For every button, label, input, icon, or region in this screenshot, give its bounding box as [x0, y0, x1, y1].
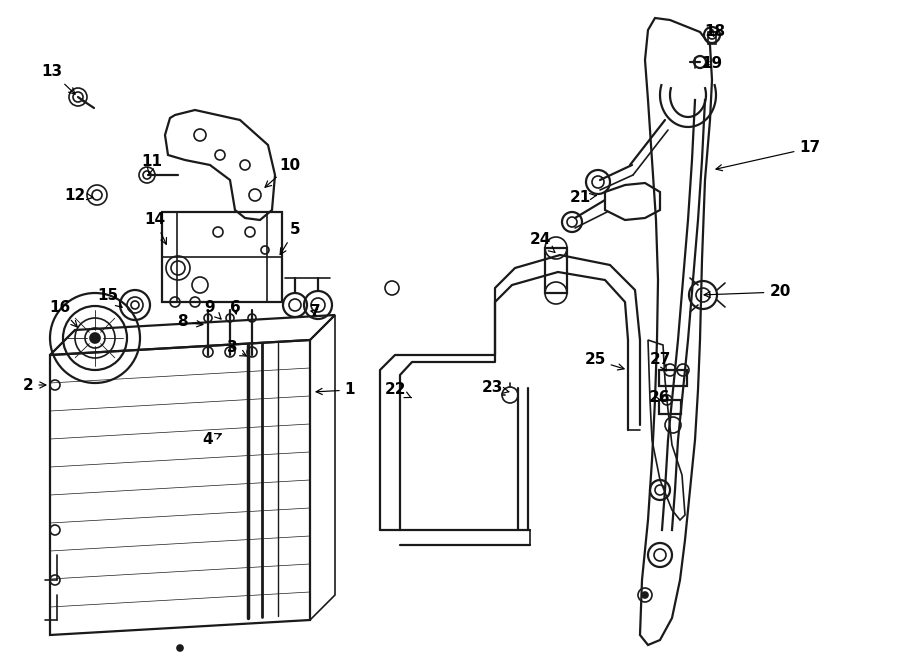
Text: 3: 3 — [227, 340, 247, 356]
Bar — [708, 32, 716, 44]
Text: 21: 21 — [570, 190, 597, 206]
Circle shape — [642, 592, 648, 598]
Text: 22: 22 — [384, 383, 411, 398]
Text: 11: 11 — [141, 155, 163, 175]
Circle shape — [177, 645, 183, 651]
Text: 19: 19 — [701, 56, 723, 71]
Text: 1: 1 — [316, 383, 356, 397]
Circle shape — [90, 333, 100, 343]
Text: 8: 8 — [176, 315, 202, 329]
Bar — [659, 400, 681, 414]
Text: 17: 17 — [716, 141, 821, 171]
Text: 2: 2 — [22, 377, 46, 393]
Bar — [162, 212, 282, 302]
Text: 5: 5 — [280, 223, 301, 254]
Text: 10: 10 — [266, 157, 301, 187]
Bar — [545, 248, 567, 293]
Text: 18: 18 — [705, 24, 725, 40]
Bar — [659, 370, 687, 386]
Text: 15: 15 — [97, 288, 122, 307]
Text: 25: 25 — [584, 352, 624, 370]
Text: 26: 26 — [649, 391, 670, 405]
Text: 9: 9 — [204, 301, 221, 319]
Text: 24: 24 — [529, 233, 555, 253]
Text: 27: 27 — [649, 352, 670, 371]
Text: 4: 4 — [202, 432, 221, 447]
Text: 14: 14 — [144, 212, 166, 245]
Text: 23: 23 — [482, 381, 508, 395]
Text: 12: 12 — [65, 188, 93, 202]
Text: 7: 7 — [310, 305, 320, 319]
Text: 13: 13 — [41, 65, 75, 94]
Text: 6: 6 — [230, 301, 240, 315]
Text: 16: 16 — [50, 301, 77, 327]
Text: 20: 20 — [704, 284, 791, 299]
